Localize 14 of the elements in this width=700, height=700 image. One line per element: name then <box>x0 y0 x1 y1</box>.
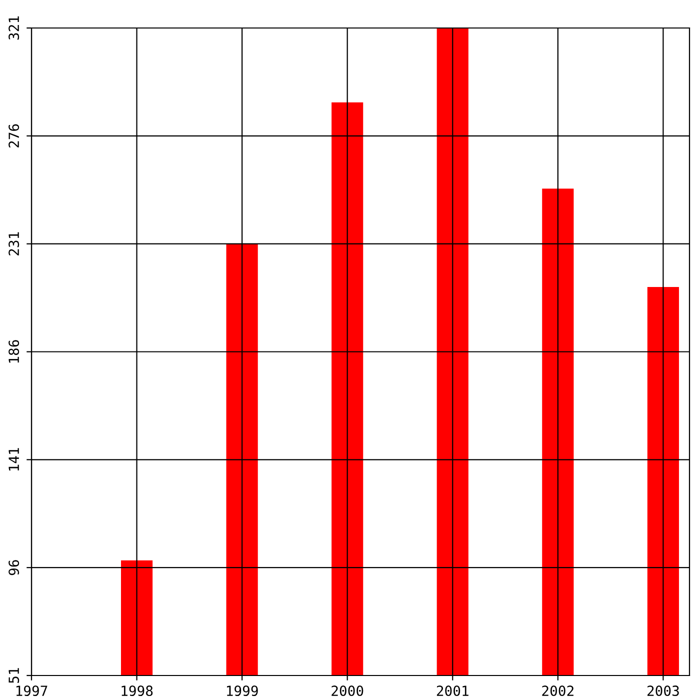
y-tick-label: 51 <box>8 668 20 683</box>
x-tick-label: 1998 <box>122 686 153 696</box>
x-tick-label: 2000 <box>332 686 364 696</box>
y-tick-label: 321 <box>8 16 20 40</box>
x-tick-label: 2003 <box>647 686 679 696</box>
x-tick-label: 1997 <box>16 686 48 696</box>
x-tick-label: 1999 <box>227 686 258 696</box>
y-tick-label: 231 <box>8 232 20 256</box>
y-tick-label: 96 <box>8 560 20 576</box>
y-tick-label: 276 <box>8 124 20 148</box>
x-tick-label: 2001 <box>436 686 468 696</box>
y-tick-label: 186 <box>8 340 20 363</box>
y-tick-label: 141 <box>8 448 19 471</box>
x-tick-label: 2002 <box>542 686 574 696</box>
